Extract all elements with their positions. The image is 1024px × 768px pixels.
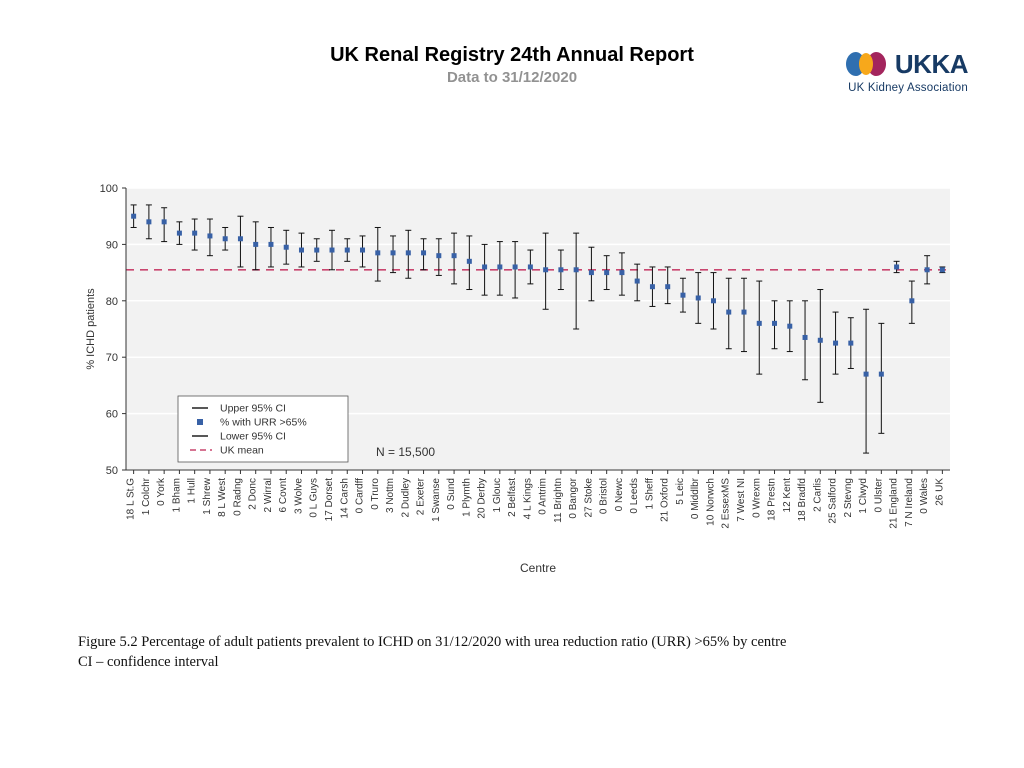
svg-text:2 EssexMS: 2 EssexMS xyxy=(721,478,732,529)
svg-text:90: 90 xyxy=(106,239,118,251)
svg-text:2 Dudley: 2 Dudley xyxy=(400,478,411,517)
svg-text:70: 70 xyxy=(106,352,118,364)
svg-text:0 Radng: 0 Radng xyxy=(232,478,243,516)
svg-text:0 Cardff: 0 Cardff xyxy=(355,478,366,514)
svg-text:0 York: 0 York xyxy=(156,477,167,506)
ukka-logo-mark xyxy=(846,48,886,80)
svg-text:0 Ulster: 0 Ulster xyxy=(873,477,884,512)
svg-text:2 Exeter: 2 Exeter xyxy=(416,477,427,515)
svg-text:21 Oxford: 21 Oxford xyxy=(660,478,671,522)
svg-text:6 Covnt: 6 Covnt xyxy=(278,478,289,513)
svg-text:0 Antrim: 0 Antrim xyxy=(538,478,549,515)
svg-text:7 West NI: 7 West NI xyxy=(736,478,747,522)
svg-text:1 Sheff: 1 Sheff xyxy=(644,478,655,510)
caption-line2: CI – confidence interval xyxy=(78,653,958,673)
svg-text:26 UK: 26 UK xyxy=(934,478,945,506)
svg-text:18 Bradfd: 18 Bradfd xyxy=(797,478,808,521)
svg-text:5 Leic: 5 Leic xyxy=(675,478,686,505)
svg-text:8 L West: 8 L West xyxy=(217,478,228,517)
svg-text:0 Wales: 0 Wales xyxy=(919,478,930,514)
svg-text:1 Colchr: 1 Colchr xyxy=(141,477,152,515)
svg-text:2 Wirral: 2 Wirral xyxy=(263,478,274,512)
svg-text:0 Truro: 0 Truro xyxy=(370,478,381,510)
svg-text:Lower 95% CI: Lower 95% CI xyxy=(220,431,286,443)
svg-text:0 Wrexm: 0 Wrexm xyxy=(751,478,762,518)
svg-text:0 L Guys: 0 L Guys xyxy=(309,478,320,518)
chart: 50 60 70 80 90 100 18 L St.G 1 Colchr 0 York 1 Bh… xyxy=(80,180,960,580)
svg-text:N = 15,500: N = 15,500 xyxy=(376,445,435,459)
svg-text:Centre: Centre xyxy=(520,561,556,575)
svg-text:25 Salford: 25 Salford xyxy=(828,478,839,524)
svg-text:18 L St.G: 18 L St.G xyxy=(126,478,137,520)
figure-caption: Figure 5.2 Percentage of adult patients … xyxy=(78,633,958,672)
svg-text:% ICHD patients: % ICHD patients xyxy=(85,288,97,370)
svg-text:10 Norwch: 10 Norwch xyxy=(705,478,716,526)
svg-text:80: 80 xyxy=(106,296,118,308)
caption-line1: Figure 5.2 Percentage of adult patients … xyxy=(78,633,958,653)
svg-text:50: 50 xyxy=(106,465,118,477)
ukka-logo-tagline: UK Kidney Association xyxy=(788,82,968,94)
svg-text:14 Carsh: 14 Carsh xyxy=(339,478,350,519)
svg-text:60: 60 xyxy=(106,409,118,421)
svg-text:18 Prestn: 18 Prestn xyxy=(767,478,778,521)
svg-text:12 Kent: 12 Kent xyxy=(782,478,793,513)
svg-text:4 L Kings: 4 L Kings xyxy=(522,478,533,519)
svg-text:2 Stevng: 2 Stevng xyxy=(843,478,854,517)
svg-text:3 Wolve: 3 Wolve xyxy=(293,478,304,514)
svg-text:1 Swanse: 1 Swanse xyxy=(431,478,442,522)
svg-text:UK mean: UK mean xyxy=(220,445,264,457)
svg-text:20 Derby: 20 Derby xyxy=(477,478,488,519)
svg-text:0 Bangor: 0 Bangor xyxy=(568,477,579,518)
svg-text:27 Stoke: 27 Stoke xyxy=(583,478,594,518)
svg-text:11 Brightn: 11 Brightn xyxy=(553,478,564,523)
ukka-logo: UKKA UK Kidney Association xyxy=(788,48,968,94)
svg-text:0 Middlbr: 0 Middlbr xyxy=(690,477,701,519)
svg-text:21 England: 21 England xyxy=(889,478,900,529)
svg-text:1 Plymth: 1 Plymth xyxy=(461,478,472,517)
svg-text:1 Shrew: 1 Shrew xyxy=(202,477,213,514)
svg-text:2 Donc: 2 Donc xyxy=(248,478,259,510)
svg-text:7 N Ireland: 7 N Ireland xyxy=(904,478,915,527)
svg-text:1 Clwyd: 1 Clwyd xyxy=(858,478,869,514)
svg-text:0 Sund: 0 Sund xyxy=(446,478,457,510)
svg-text:3 Nottm: 3 Nottm xyxy=(385,478,396,513)
svg-text:2 Belfast: 2 Belfast xyxy=(507,478,518,517)
svg-text:0 Leeds: 0 Leeds xyxy=(629,478,640,514)
svg-text:0 Newc: 0 Newc xyxy=(614,478,625,511)
svg-text:0 Bristol: 0 Bristol xyxy=(599,478,610,514)
ukka-logo-text: UKKA xyxy=(895,49,968,80)
svg-text:1 Hull: 1 Hull xyxy=(187,478,198,504)
svg-text:17 Dorset: 17 Dorset xyxy=(324,478,335,522)
svg-text:2 Carlis: 2 Carlis xyxy=(812,478,823,512)
svg-text:100: 100 xyxy=(100,183,118,195)
svg-text:1 Glouc: 1 Glouc xyxy=(492,478,503,512)
svg-text:% with URR >65%: % with URR >65% xyxy=(220,417,307,429)
svg-text:1 Bham: 1 Bham xyxy=(171,478,182,512)
svg-text:Upper 95% CI: Upper 95% CI xyxy=(220,403,286,415)
